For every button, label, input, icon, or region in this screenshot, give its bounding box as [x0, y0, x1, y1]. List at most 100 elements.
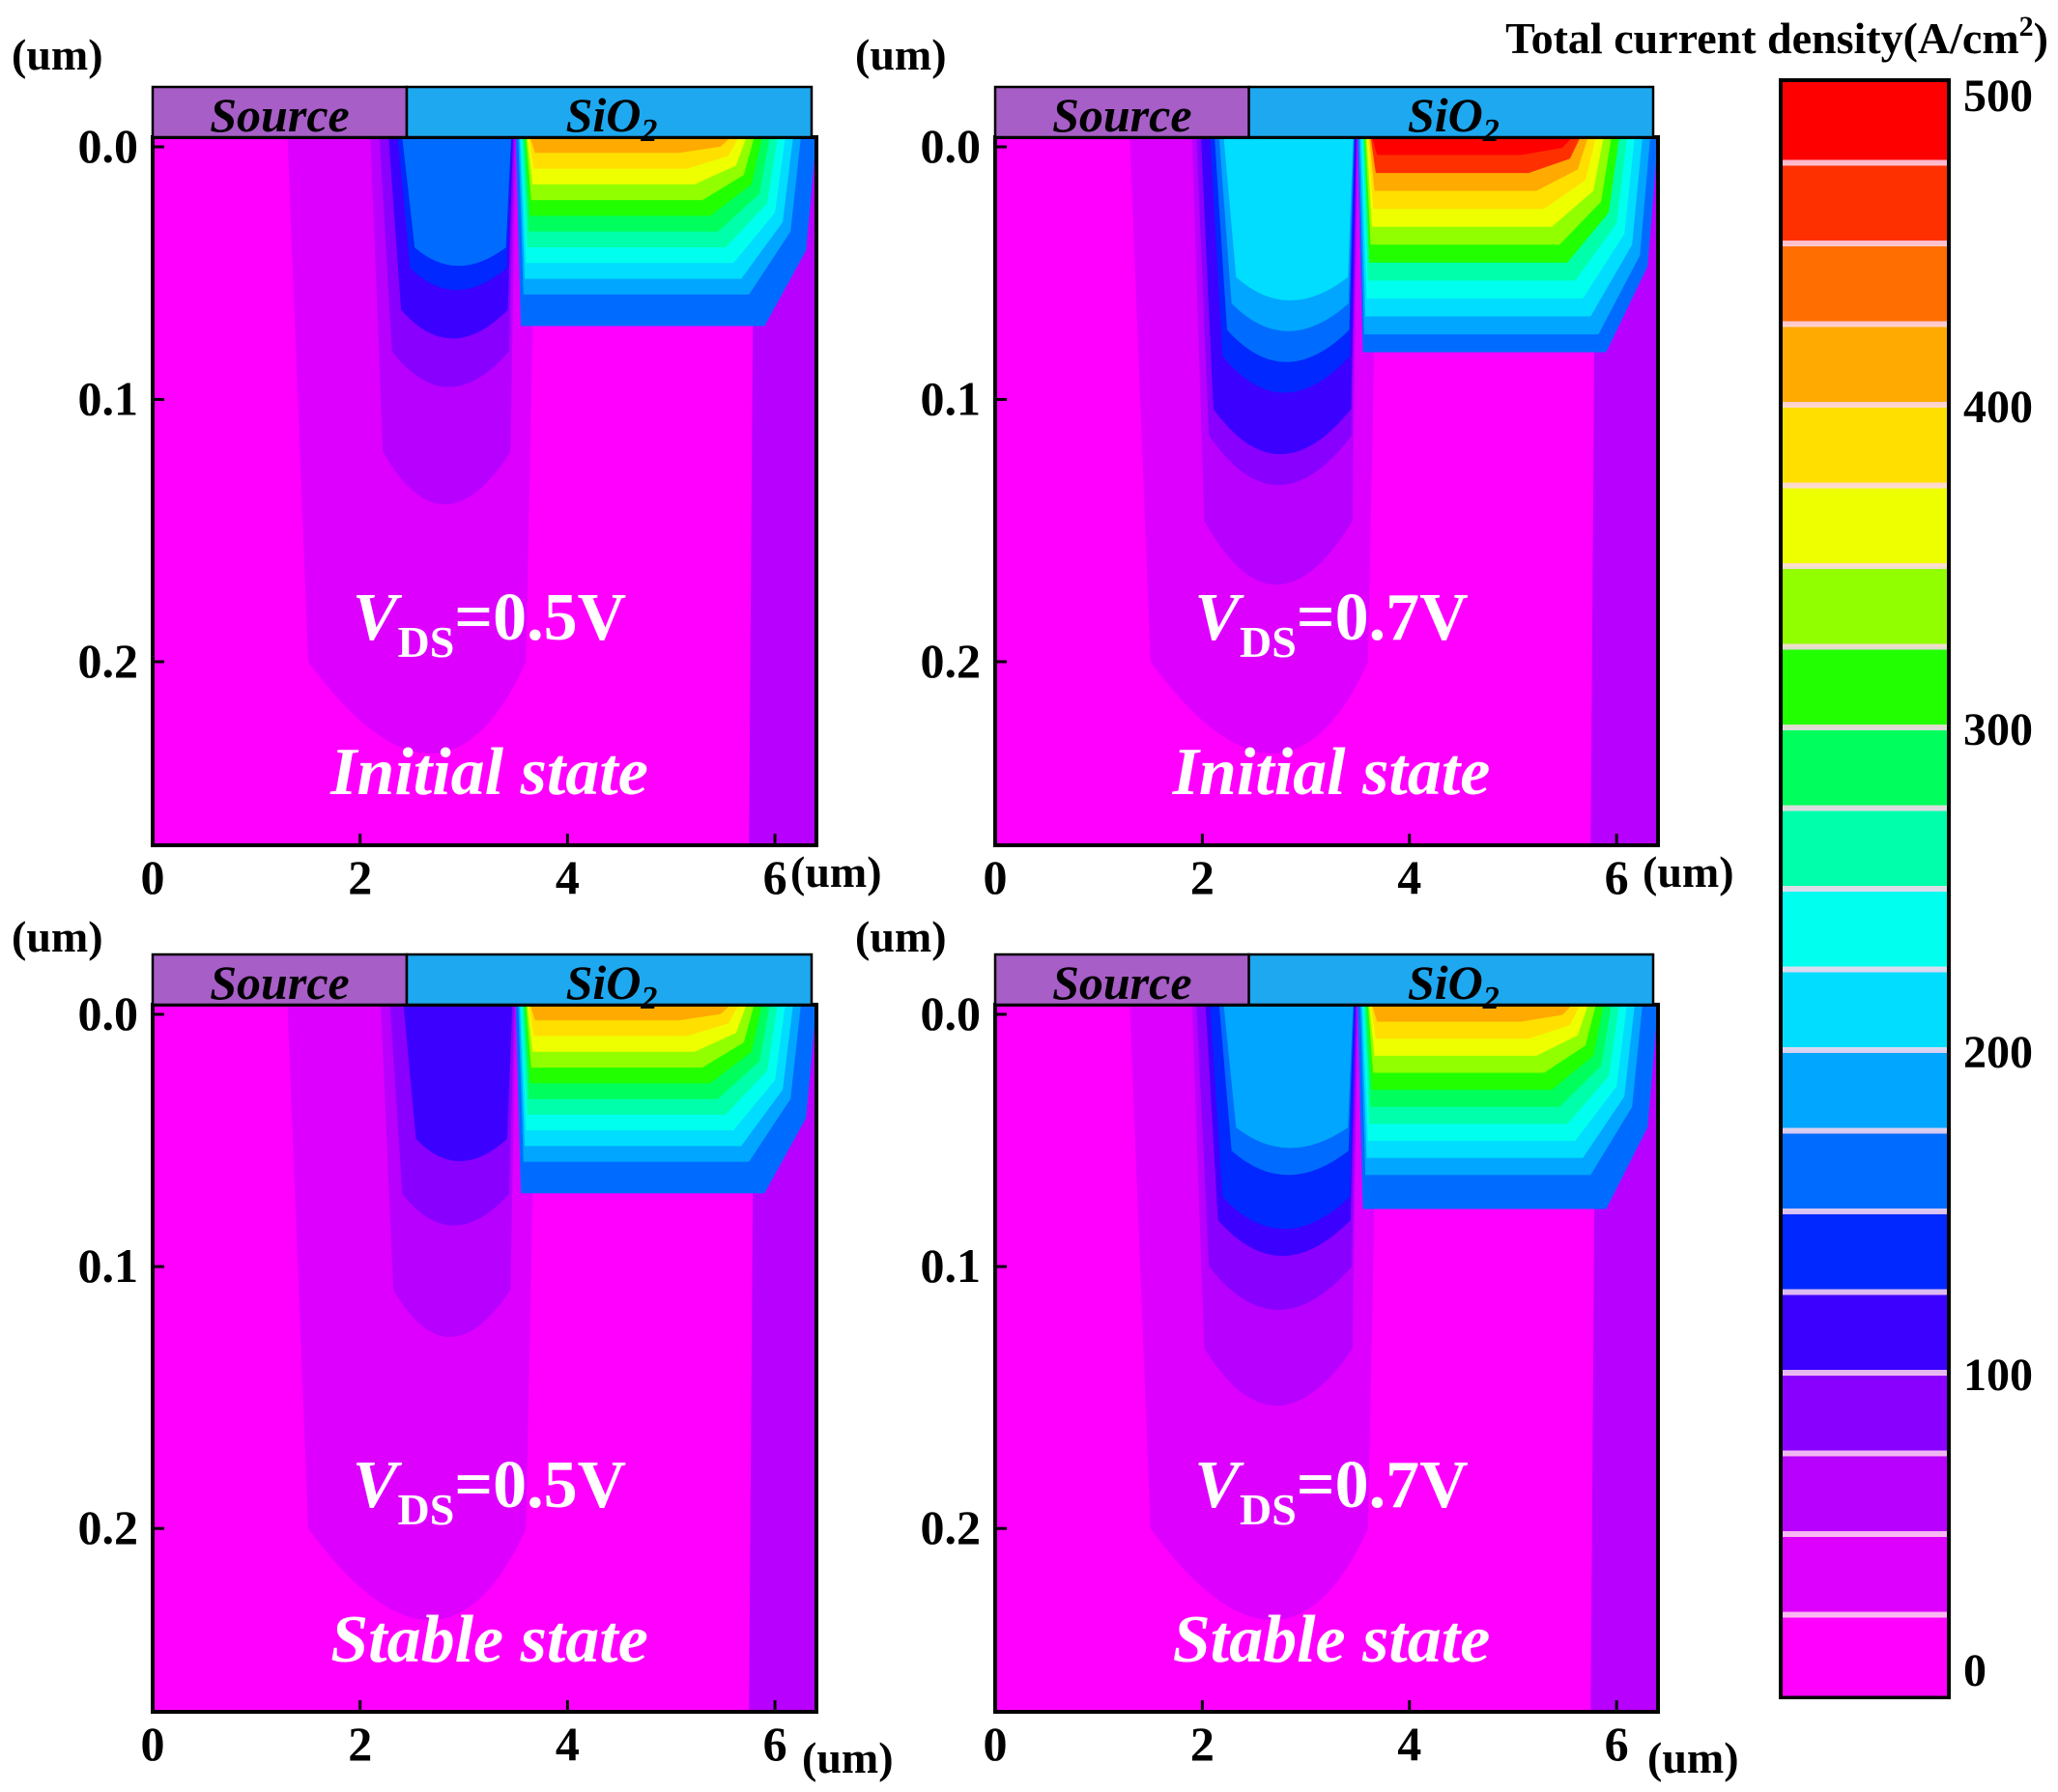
- vds-label: VDS=0.5V: [353, 581, 626, 667]
- oxide-subscript: 2: [1482, 981, 1500, 1016]
- colorbar-divider: [1783, 1127, 1947, 1134]
- drain-band: [529, 137, 731, 154]
- colorbar-band: [1783, 1399, 1947, 1428]
- x-tick-label: 6: [763, 850, 787, 904]
- colorbar-band: [1783, 915, 1947, 944]
- colorbar-band: [1783, 1373, 1947, 1401]
- colorbar-band: [1783, 1292, 1947, 1320]
- x-tick-label: 2: [1190, 850, 1215, 904]
- colorbar-band: [1783, 1023, 1947, 1051]
- state-label: Stable state: [330, 1603, 648, 1677]
- vds-label: VDS=0.7V: [1194, 581, 1468, 667]
- y-tick-label: 0.2: [78, 1500, 139, 1554]
- colorbar-band: [1783, 754, 1947, 782]
- oxide-layer: [1247, 953, 1655, 1007]
- y-tick-label: 0.2: [921, 634, 982, 688]
- colorbar-title-close: ): [2034, 14, 2048, 63]
- vds-value: =0.5V: [454, 1448, 626, 1522]
- colorbar-divider: [1783, 1047, 1947, 1053]
- colorbar-band: [1783, 673, 1947, 701]
- colorbar-divider: [1783, 1531, 1947, 1537]
- oxide-subscript: 2: [1482, 113, 1500, 149]
- colorbar-band: [1783, 592, 1947, 621]
- colorbar-band: [1783, 189, 1947, 217]
- colorbar-divider: [1783, 966, 1947, 973]
- vds-symbol: V: [353, 581, 403, 655]
- x-tick-label: 4: [1397, 850, 1421, 904]
- contour-map: [995, 137, 1658, 845]
- colorbar-band: [1783, 1614, 1947, 1642]
- y-tick-label: 0.0: [78, 119, 139, 173]
- vds-label: VDS=0.5V: [353, 1448, 626, 1534]
- colorbar-band: [1783, 862, 1947, 890]
- colorbar-band: [1783, 1641, 1947, 1669]
- vds-value: =0.5V: [454, 581, 626, 655]
- x-tick-label: 4: [1397, 1717, 1421, 1771]
- colorbar-band: [1783, 1319, 1947, 1347]
- y-tick-label: 0.2: [921, 1500, 982, 1554]
- y-unit-label: (um): [855, 912, 947, 961]
- colorbar-divider: [1783, 563, 1947, 569]
- x-unit-label: (um): [1643, 847, 1734, 896]
- vds-subscript: DS: [1240, 617, 1297, 667]
- colorbar-divider: [1783, 1450, 1947, 1457]
- colorbar-band: [1783, 1453, 1947, 1481]
- channel-band: [1223, 137, 1354, 301]
- colorbar-band: [1783, 969, 1947, 997]
- colorbar-band: [1783, 1426, 1947, 1454]
- y-unit-label: (um): [855, 30, 947, 79]
- colorbar-band: [1783, 1265, 1947, 1293]
- vds-subscript: DS: [397, 617, 454, 667]
- colorbar-band: [1783, 82, 1947, 110]
- colorbar-band: [1783, 243, 1947, 271]
- source-label: Source: [1052, 955, 1191, 1010]
- colorbar-band: [1783, 351, 1947, 379]
- colorbar-divider: [1783, 886, 1947, 892]
- colorbar-band: [1783, 1103, 1947, 1131]
- colorbar: 0 100 200 300 400 500 Total current density(A/…: [1505, 11, 2048, 1699]
- colorbar-band: [1783, 1560, 1947, 1589]
- x-tick-label: 0: [984, 850, 1008, 904]
- colorbar-tick-label: 200: [1963, 1027, 2033, 1078]
- drain-band: [529, 1005, 731, 1021]
- colorbar-band: [1783, 1184, 1947, 1212]
- contour-map: [153, 1005, 816, 1712]
- source-label: Source: [1052, 88, 1191, 142]
- x-tick-label: 2: [348, 850, 372, 904]
- x-tick-label: 2: [1190, 1717, 1215, 1771]
- x-unit-label: (um): [790, 847, 882, 896]
- colorbar-band: [1783, 162, 1947, 190]
- colorbar-divider: [1783, 482, 1947, 489]
- state-label: Initial state: [1172, 735, 1491, 810]
- source-layer: [151, 953, 409, 1007]
- colorbar-band: [1783, 512, 1947, 540]
- oxide-layer: [405, 85, 814, 139]
- x-tick-label: 6: [1605, 1717, 1629, 1771]
- colorbar-band: [1783, 539, 1947, 567]
- colorbar-band: [1783, 619, 1947, 647]
- oxide-subscript: 2: [640, 981, 657, 1016]
- x-tick-label: 2: [348, 1717, 372, 1771]
- colorbar-band: [1783, 1237, 1947, 1266]
- colorbar-band: [1783, 781, 1947, 809]
- vds-symbol: V: [1194, 1448, 1244, 1522]
- channel-band: [402, 137, 512, 267]
- y-tick-label: 0.2: [78, 634, 139, 688]
- colorbar-band: [1783, 727, 1947, 755]
- vds-label: VDS=0.7V: [1194, 1448, 1468, 1534]
- x-unit-label: (um): [1647, 1733, 1739, 1782]
- colorbar-divider: [1783, 1370, 1947, 1376]
- colorbar-band: [1783, 431, 1947, 460]
- colorbar-divider: [1783, 159, 1947, 166]
- colorbar-band: [1783, 1587, 1947, 1615]
- colorbar-divider: [1783, 321, 1947, 327]
- drain-band: [1371, 1005, 1573, 1022]
- contour-map: [153, 137, 816, 845]
- colorbar-band: [1783, 808, 1947, 836]
- y-tick-label: 0.0: [921, 986, 982, 1040]
- colorbar-band: [1783, 135, 1947, 163]
- colorbar-tick-label: 0: [1963, 1645, 1987, 1696]
- colorbar-tick-label: 500: [1963, 71, 2033, 122]
